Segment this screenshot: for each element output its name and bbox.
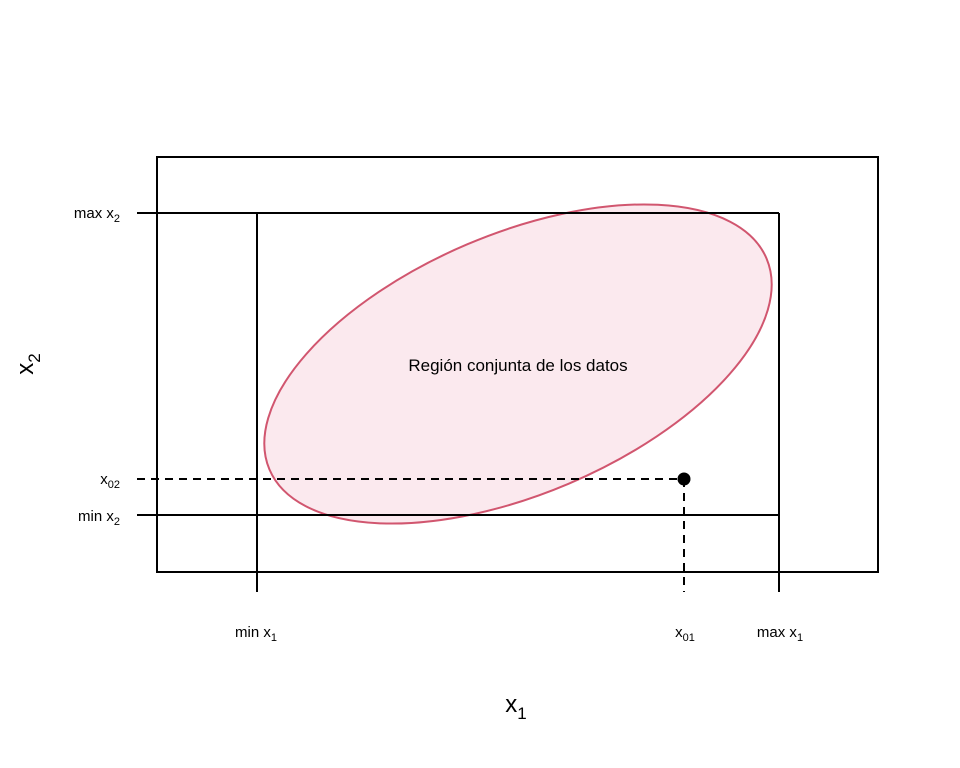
y-tick-x02: x02 xyxy=(100,471,120,491)
y-axis-title: x2 xyxy=(12,353,44,374)
plot-frame xyxy=(156,156,879,573)
x-tick-x01: x01 xyxy=(675,624,695,644)
x-tick-max-x1: max x1 xyxy=(757,624,803,644)
x-axis-title: x1 xyxy=(505,691,526,723)
point-x0 xyxy=(677,472,691,486)
joint-data-region xyxy=(263,203,773,525)
y-tick-min-x2: min x2 xyxy=(78,508,120,528)
region-label: Región conjunta de los datos xyxy=(408,356,627,375)
x-tick-min-x1: min x1 xyxy=(235,624,277,644)
y-tick-max-x2: max x2 xyxy=(74,205,120,225)
